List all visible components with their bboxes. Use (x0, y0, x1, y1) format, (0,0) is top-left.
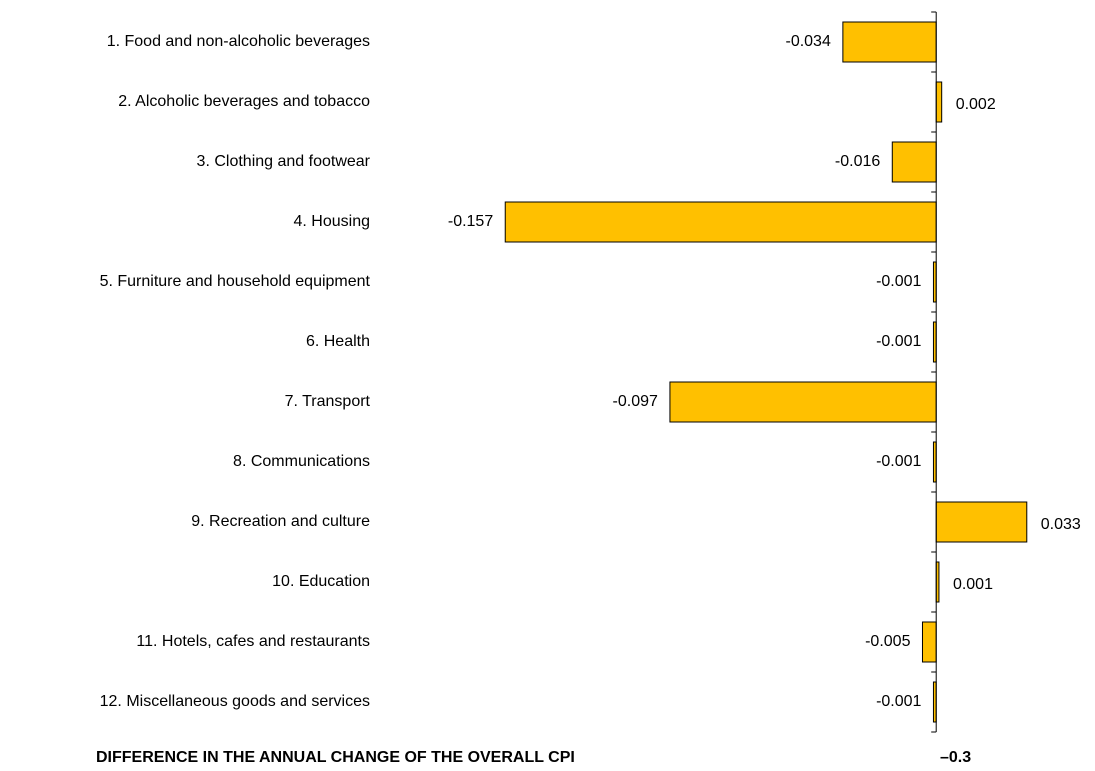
value-label: -0.005 (865, 633, 910, 650)
bar (669, 381, 937, 423)
category-label: 12. Miscellaneous goods and services (100, 693, 370, 710)
value-label: -0.034 (785, 33, 830, 50)
category-label: 6. Health (306, 333, 370, 350)
category-label: 4. Housing (294, 213, 371, 230)
bar (921, 621, 937, 663)
value-label: -0.157 (448, 213, 493, 230)
value-label: -0.001 (876, 273, 921, 290)
bar (935, 81, 943, 123)
category-label: 9. Recreation and culture (191, 513, 370, 530)
value-label: -0.001 (876, 693, 921, 710)
bar (891, 141, 937, 183)
value-label: 0.001 (953, 576, 993, 593)
footer-label: DIFFERENCE IN THE ANNUAL CHANGE OF THE O… (96, 749, 575, 766)
bar (504, 201, 937, 243)
bar (935, 501, 1028, 543)
bar (842, 21, 937, 63)
value-label: 0.033 (1041, 516, 1081, 533)
category-label: 1. Food and non-alcoholic beverages (107, 33, 370, 50)
category-label: 5. Furniture and household equipment (100, 273, 371, 290)
value-label: -0.016 (835, 153, 880, 170)
value-label: -0.001 (876, 453, 921, 470)
category-label: 3. Clothing and footwear (197, 153, 371, 170)
value-label: 0.002 (956, 96, 996, 113)
category-label: 8. Communications (233, 453, 370, 470)
total-label: –0.3 (940, 749, 971, 766)
category-label: 7. Transport (285, 393, 371, 410)
value-label: -0.001 (876, 333, 921, 350)
category-label: 11. Hotels, cafes and restaurants (136, 633, 370, 650)
value-label: -0.097 (613, 393, 658, 410)
category-label: 2. Alcoholic beverages and tobacco (118, 93, 370, 110)
category-label: 10. Education (272, 573, 370, 590)
